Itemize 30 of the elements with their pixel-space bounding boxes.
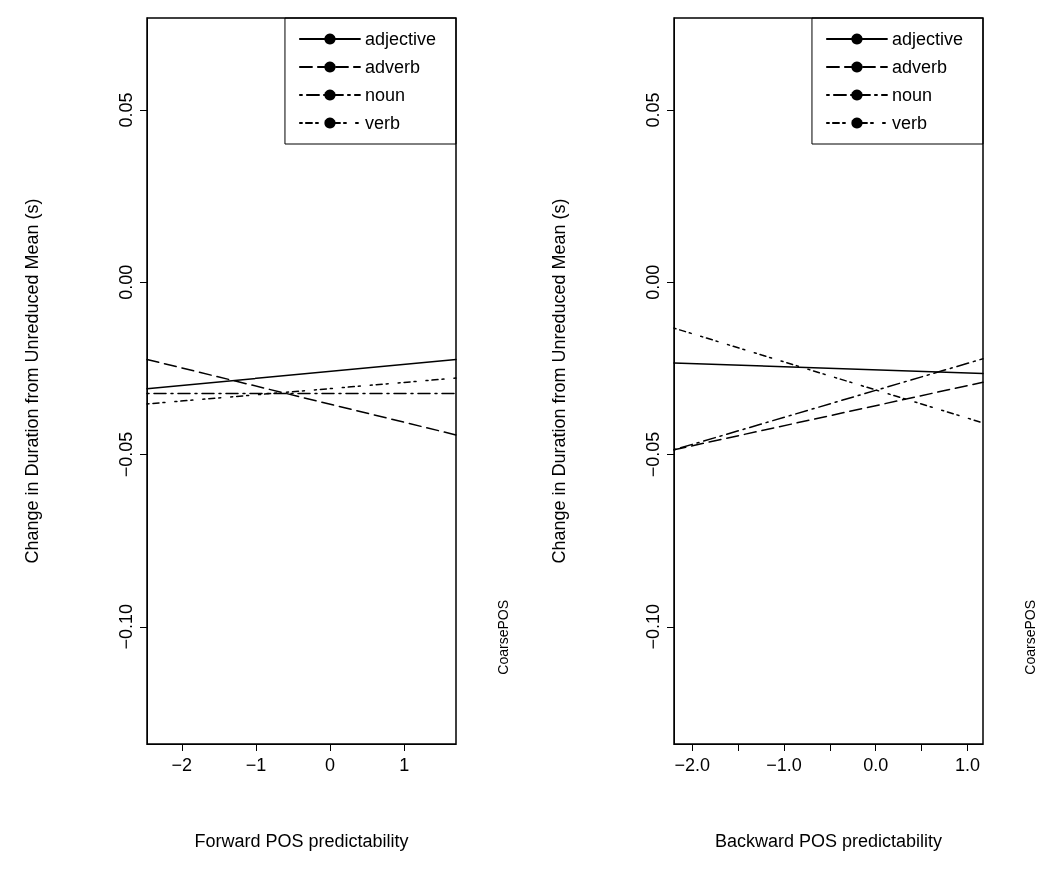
legend-label: noun: [891, 85, 932, 105]
x-tick-label: −2.0: [674, 755, 711, 775]
x-tick-label: −1: [245, 755, 267, 775]
y-tick-label: −0.05: [116, 431, 136, 478]
legend-label: adjective: [891, 29, 963, 49]
x-tick-label: −2: [171, 755, 193, 775]
x-axis-title: Forward POS predictability: [194, 831, 409, 851]
y-tick-label: 0.00: [116, 264, 136, 300]
x-tick-label: 1: [399, 755, 410, 775]
y-tick-label: 0.00: [643, 264, 663, 300]
text: CoarsePOS: [495, 599, 511, 675]
legend-label: verb: [891, 113, 927, 133]
x-tick-label: −1.0: [766, 755, 802, 775]
legend-label: verb: [364, 113, 400, 133]
legend-label: adverb: [891, 57, 947, 77]
y-axis-title: Change in Duration from Unreduced Mean (s): [549, 198, 569, 564]
x-tick-label: 0.0: [863, 755, 889, 775]
y-tick-label: 0.05: [643, 92, 663, 128]
legend-label: adjective: [364, 29, 436, 49]
y-tick-label: −0.10: [116, 604, 136, 650]
legend-label: adverb: [364, 57, 420, 77]
text: CoarsePOS: [1022, 599, 1038, 675]
x-tick-label: 0: [325, 755, 336, 775]
x-axis-title: Backward POS predictability: [714, 831, 943, 851]
y-axis-title: Change in Duration from Unreduced Mean (s): [22, 198, 42, 564]
y-tick-label: −0.10: [643, 604, 663, 650]
x-tick-label: 1.0: [954, 755, 980, 775]
legend-label: noun: [364, 85, 405, 105]
y-tick-label: 0.05: [116, 92, 136, 128]
y-tick-label: −0.05: [643, 431, 663, 478]
